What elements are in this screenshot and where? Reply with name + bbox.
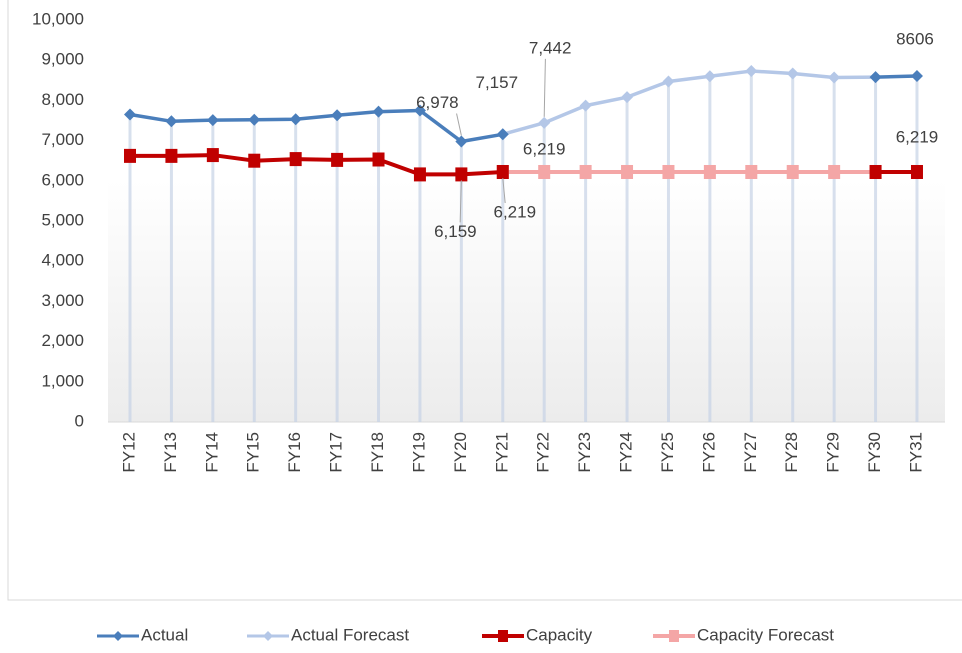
x-tick-label: FY28 [782,432,801,473]
x-tick-label: FY20 [451,432,470,473]
plot-background [108,180,945,422]
x-tick-label: FY18 [368,432,387,473]
x-tick-label: FY30 [865,432,884,473]
series-line [502,69,876,136]
data-label: 6,219 [523,139,566,158]
y-tick-label: 6,000 [41,170,84,189]
marker [621,164,634,179]
marker [413,104,426,117]
marker [413,167,426,182]
y-tick-label: 7,000 [41,130,84,149]
marker [745,65,758,78]
marker [703,70,716,83]
marker [165,115,178,128]
legend-label: Capacity Forecast [697,625,834,644]
x-tick-label: FY17 [327,432,346,473]
legend-label: Actual Forecast [291,625,409,644]
x-tick-label: FY19 [409,432,428,473]
marker [538,116,551,129]
marker [538,164,551,179]
x-tick-label: FY15 [244,432,263,473]
x-tick-label: FY25 [658,432,677,473]
marker [455,167,468,182]
marker [124,108,136,121]
marker [786,67,799,80]
leader-line [502,177,506,204]
x-tick-label: FY14 [202,432,221,473]
marker [703,164,716,179]
y-tick-label: 8,000 [41,90,84,109]
marker [621,91,634,104]
marker [869,71,882,84]
marker [248,153,261,168]
x-tick-label: FY23 [575,432,594,473]
y-tick-label: 4,000 [41,251,84,270]
data-label: 6,219 [494,202,537,221]
marker [165,148,178,163]
y-tick-label: 10,000 [32,9,84,28]
x-tick-label: FY12 [119,432,138,473]
series-line [129,74,918,144]
marker [372,152,385,167]
marker [662,75,675,88]
marker [579,164,592,179]
x-tick-label: FY24 [617,432,636,473]
marker [910,70,923,83]
y-tick-label: 3,000 [41,291,84,310]
data-label: 7,157 [476,73,519,92]
marker [372,105,385,118]
x-tick-label: FY26 [699,432,718,473]
marker [786,164,799,179]
legend-label: Actual [141,625,188,644]
legend-marker [498,630,508,642]
marker [869,164,882,179]
x-tick-label: FY31 [906,432,925,473]
data-label: 6,978 [416,93,459,112]
legend-marker [669,630,679,642]
data-label: 6,219 [896,127,939,146]
marker [579,99,592,112]
data-label: 6,159 [434,222,477,241]
y-tick-label: 5,000 [41,210,84,229]
leader-line [543,58,546,117]
marker [206,114,219,127]
y-tick-label: 9,000 [41,50,84,69]
legend-marker [113,631,123,641]
series-line [130,153,917,177]
y-tick-label: 2,000 [41,331,84,350]
x-tick-label: FY13 [161,432,180,473]
marker [331,152,344,167]
data-label: 8606 [896,30,934,49]
legend-marker [263,631,273,641]
data-label: 7,442 [529,38,572,57]
marker [828,71,841,84]
marker [496,164,509,179]
leader-line [456,113,462,136]
marker [745,164,758,179]
legend-label: Capacity [526,625,593,644]
marker [248,113,261,126]
x-tick-label: FY29 [824,432,843,473]
x-tick-label: FY22 [534,432,553,473]
marker [289,113,302,126]
marker [289,152,302,167]
marker [662,164,675,179]
x-tick-label: FY16 [285,432,304,473]
marker [331,109,344,122]
leader-line [459,180,462,223]
marker [496,128,509,141]
x-tick-label: FY21 [492,432,511,473]
marker [910,164,923,179]
marker [455,135,468,148]
chart-frame [7,0,962,601]
y-tick-label: 0 [75,411,84,430]
y-tick-label: 1,000 [41,371,84,390]
marker [124,148,136,163]
marker [828,164,841,179]
x-tick-label: FY27 [741,432,760,473]
marker [206,148,219,163]
